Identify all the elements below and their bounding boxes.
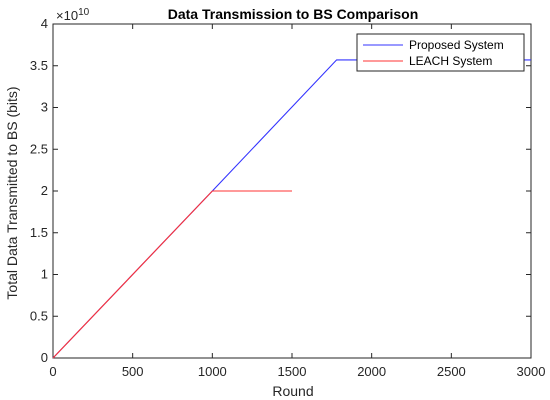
y-tick-label: 0	[41, 350, 48, 365]
chart-title: Data Transmission to BS Comparison	[168, 6, 419, 22]
x-tick-label: 3000	[517, 364, 546, 379]
y-tick-label: 2	[41, 183, 48, 198]
plot-area: 0 500 1000 1500 2000 2500 3000 0 0.5 1 1.5 2 2.5 3 3.5…	[30, 16, 546, 379]
series-line-leach-system	[52, 190, 292, 359]
y-tick-label: 1.5	[30, 225, 48, 240]
x-tick-label: 1500	[278, 364, 307, 379]
x-tick-label: 0	[49, 364, 56, 379]
x-tick-label: 500	[122, 364, 144, 379]
y-axis-title: Total Data Transmitted to BS (bits)	[4, 86, 20, 299]
legend: Proposed System LEACH System	[356, 33, 525, 72]
y-tick-label: 4	[41, 16, 48, 31]
y-tick-label: 3.5	[30, 58, 48, 73]
y-tick-label: 0.5	[30, 308, 48, 323]
y-axis-multiplier-base: ×10	[56, 8, 78, 23]
y-tick-label: 1	[41, 267, 48, 282]
legend-label: Proposed System	[409, 38, 504, 52]
y-axis-multiplier: ×1010	[56, 7, 90, 23]
legend-box	[356, 33, 525, 72]
y-tick-label: 3	[41, 100, 48, 115]
x-tick-label: 2500	[437, 364, 466, 379]
y-tick-label: 2.5	[30, 141, 48, 156]
x-axis-title: Round	[272, 383, 313, 399]
legend-label: LEACH System	[409, 54, 492, 68]
x-tick-label: 1000	[198, 364, 227, 379]
y-axis-multiplier-exp: 10	[78, 7, 90, 18]
x-tick-label: 2000	[357, 364, 386, 379]
